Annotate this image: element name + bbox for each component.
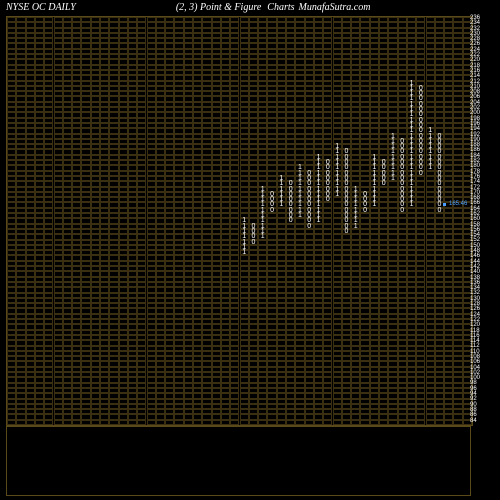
price-marker-label: 165.46 — [449, 201, 467, 207]
pf-glyph: 0 — [342, 229, 351, 234]
pf-glyph: 0 — [323, 197, 332, 202]
pf-glyph: 1 — [333, 192, 342, 197]
point-figure-chart: 1111111000011111111110000111111000000001… — [6, 16, 473, 426]
pf-glyph: 1 — [277, 202, 286, 207]
pf-glyph: 0 — [305, 224, 314, 229]
pf-glyph: 1 — [388, 176, 397, 181]
pf-glyph: 1 — [240, 250, 249, 255]
pf-glyph: 0 — [379, 181, 388, 186]
pf-glyph: 0 — [416, 171, 425, 176]
chart-header: NYSE OC DAILY (2, 3) Point & Figure Char… — [0, 2, 500, 16]
pf-glyph: 0 — [435, 208, 444, 213]
y-axis-labels: 2362342322302282262242222202182162142122… — [470, 16, 494, 424]
pf-glyph: 1 — [370, 202, 379, 207]
pf-glyph: 1 — [407, 202, 416, 207]
params-label: (2, 3) Point & Figure — [176, 2, 261, 16]
pf-glyph: 0 — [360, 208, 369, 213]
y-tick: 84 — [470, 419, 494, 424]
pf-glyph: 1 — [258, 234, 267, 239]
volume-strip — [6, 426, 471, 496]
pf-glyph: 1 — [295, 213, 304, 218]
pf-glyph: 0 — [286, 218, 295, 223]
pf-glyph: 0 — [267, 208, 276, 213]
charts-label: Charts — [267, 2, 294, 16]
price-marker-dot — [443, 203, 446, 206]
ticker-label: NYSE OC DAILY — [6, 2, 76, 16]
pf-glyph: 0 — [398, 208, 407, 213]
pf-glyph: 1 — [426, 165, 435, 170]
pf-glyph: 1 — [351, 224, 360, 229]
pf-glyph: 1 — [314, 218, 323, 223]
site-label: MunafaSutra.com — [299, 2, 371, 16]
chart-container: NYSE OC DAILY (2, 3) Point & Figure Char… — [0, 0, 500, 500]
pf-glyph: 0 — [249, 240, 258, 245]
